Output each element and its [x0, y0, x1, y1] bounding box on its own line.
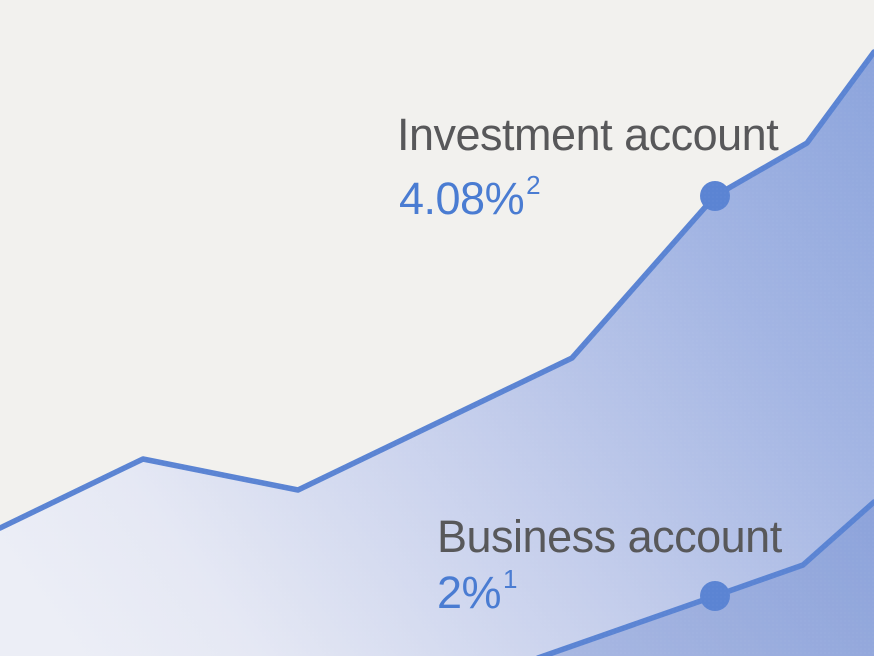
- investment-account-title: Investment account: [397, 109, 779, 160]
- business-rate: 2%1: [437, 566, 518, 618]
- investment-footnote-marker: 2: [526, 170, 541, 200]
- business-account-title: Business account: [437, 511, 782, 562]
- business-footnote-marker: 1: [503, 564, 518, 594]
- business-rate-value: 2%: [437, 567, 502, 618]
- investment-rate: 4.08%2: [399, 172, 541, 224]
- investment-rate-value: 4.08%: [399, 173, 525, 224]
